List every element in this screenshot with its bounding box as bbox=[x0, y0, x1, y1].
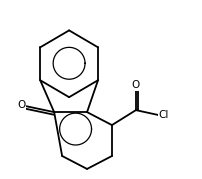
Text: Cl: Cl bbox=[158, 110, 168, 120]
Text: O: O bbox=[17, 100, 25, 110]
Text: O: O bbox=[131, 80, 139, 90]
